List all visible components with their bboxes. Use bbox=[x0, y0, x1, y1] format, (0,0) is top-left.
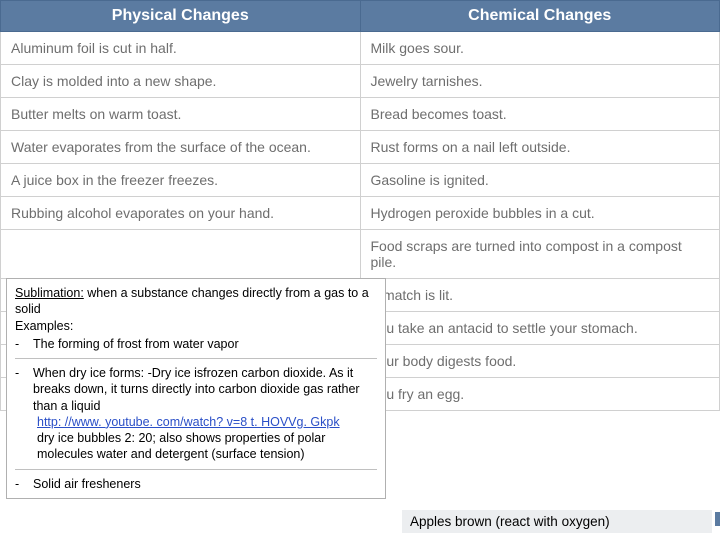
sublimation-term: Sublimation: bbox=[15, 286, 84, 300]
table-row: Rubbing alcohol evaporates on your hand.… bbox=[1, 197, 720, 230]
example-3: - Solid air fresheners bbox=[15, 476, 377, 492]
example-2: - When dry ice forms: -Dry ice isfrozen … bbox=[15, 365, 377, 414]
sublimation-overlay: Sublimation: when a substance changes di… bbox=[6, 278, 386, 499]
cell-physical: Clay is molded into a new shape. bbox=[1, 65, 361, 98]
cell-chemical: Gasoline is ignited. bbox=[360, 164, 720, 197]
example-1: - The forming of frost from water vapor bbox=[15, 336, 377, 352]
table-row: Food scraps are turned into compost in a… bbox=[1, 230, 720, 279]
table-row: A juice box in the freezer freezes.Gasol… bbox=[1, 164, 720, 197]
cell-physical: Butter melts on warm toast. bbox=[1, 98, 361, 131]
example-2-link-line: http: //www. youtube. com/watch? v=8 t. … bbox=[37, 414, 377, 430]
header-physical: Physical Changes bbox=[1, 1, 361, 32]
header-chemical: Chemical Changes bbox=[360, 1, 720, 32]
cell-physical: Rubbing alcohol evaporates on your hand. bbox=[1, 197, 361, 230]
bullet-dash: - bbox=[15, 365, 33, 414]
overlay-separator bbox=[15, 469, 377, 470]
example-3-text: Solid air fresheners bbox=[33, 476, 141, 492]
table-header-row: Physical Changes Chemical Changes bbox=[1, 1, 720, 32]
youtube-link[interactable]: http: //www. youtube. com/watch? v=8 t. … bbox=[37, 415, 340, 429]
cell-chemical: You fry an egg. bbox=[360, 378, 720, 411]
cell-physical: A juice box in the freezer freezes. bbox=[1, 164, 361, 197]
table-row: Butter melts on warm toast.Bread becomes… bbox=[1, 98, 720, 131]
cell-chemical: Milk goes sour. bbox=[360, 32, 720, 65]
example-2-continued: dry ice bubbles 2: 20; also shows proper… bbox=[37, 430, 377, 463]
table-row: Water evaporates from the surface of the… bbox=[1, 131, 720, 164]
bullet-dash: - bbox=[15, 476, 33, 492]
page-edge-accent bbox=[715, 512, 720, 526]
cell-chemical: Bread becomes toast. bbox=[360, 98, 720, 131]
cell-chemical: Rust forms on a nail left outside. bbox=[360, 131, 720, 164]
cell-chemical: Hydrogen peroxide bubbles in a cut. bbox=[360, 197, 720, 230]
cell-physical: Aluminum foil is cut in half. bbox=[1, 32, 361, 65]
cell-chemical: Jewelry tarnishes. bbox=[360, 65, 720, 98]
cell-physical bbox=[1, 230, 361, 279]
example-2-text: When dry ice forms: -Dry ice isfrozen ca… bbox=[33, 365, 377, 414]
cell-chemical: Your body digests food. bbox=[360, 345, 720, 378]
table-row: Clay is molded into a new shape.Jewelry … bbox=[1, 65, 720, 98]
overlay-definition-line: Sublimation: when a substance changes di… bbox=[15, 285, 377, 318]
cell-chemical: You take an antacid to settle your stoma… bbox=[360, 312, 720, 345]
example-1-text: The forming of frost from water vapor bbox=[33, 336, 239, 352]
apples-note: Apples brown (react with oxygen) bbox=[402, 510, 712, 533]
bullet-dash: - bbox=[15, 336, 33, 352]
overlay-separator bbox=[15, 358, 377, 359]
cell-physical: Water evaporates from the surface of the… bbox=[1, 131, 361, 164]
cell-chemical: Food scraps are turned into compost in a… bbox=[360, 230, 720, 279]
cell-chemical: A match is lit. bbox=[360, 279, 720, 312]
table-row: Aluminum foil is cut in half.Milk goes s… bbox=[1, 32, 720, 65]
examples-label: Examples: bbox=[15, 318, 377, 334]
